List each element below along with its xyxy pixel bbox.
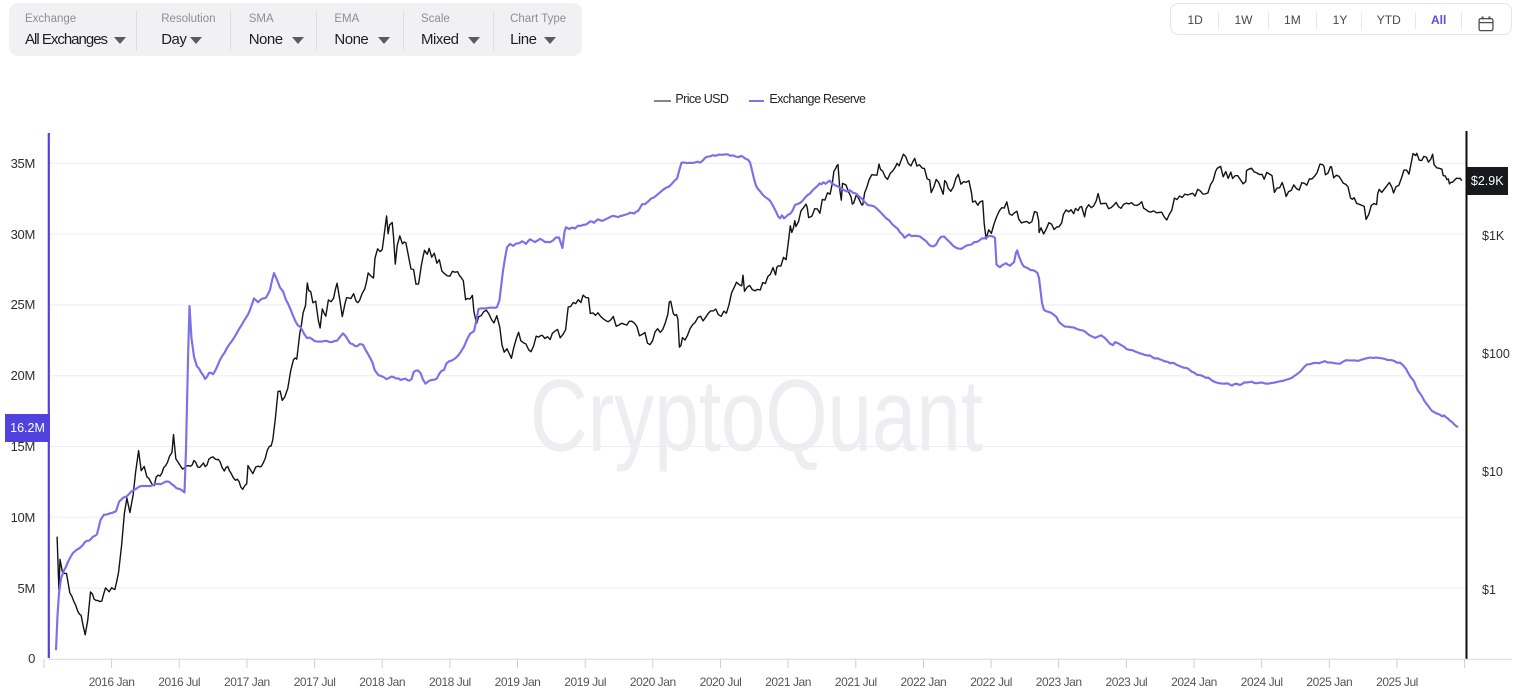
svg-text:CryptoQuant: CryptoQuant	[530, 359, 983, 473]
